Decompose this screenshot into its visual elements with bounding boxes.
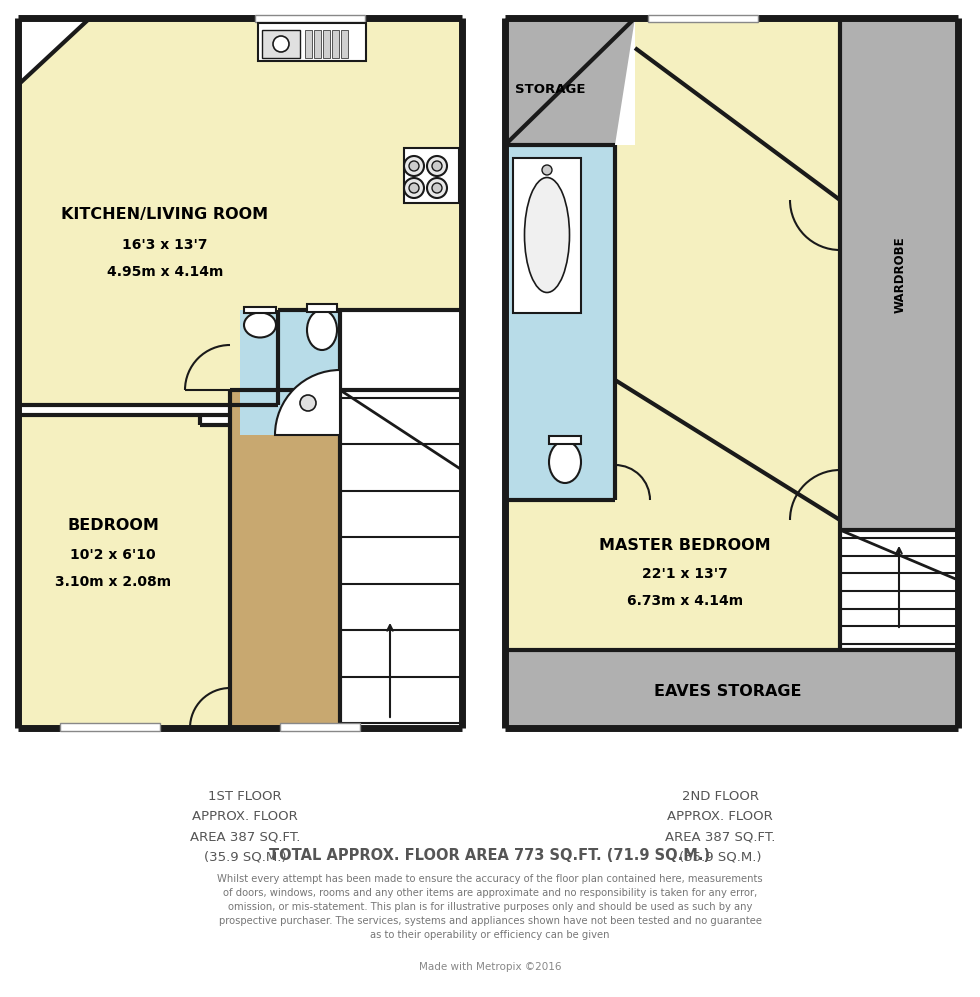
Bar — [262, 30, 300, 58]
Polygon shape — [340, 390, 462, 728]
Circle shape — [432, 161, 442, 171]
Bar — [60, 723, 160, 731]
Text: 2ND FLOOR
APPROX. FLOOR
AREA 387 SQ.FT.
(35.9 SQ.M.): 2ND FLOOR APPROX. FLOOR AREA 387 SQ.FT. … — [664, 790, 775, 863]
Polygon shape — [18, 18, 462, 405]
Polygon shape — [840, 18, 958, 530]
Polygon shape — [230, 390, 340, 728]
Text: 16'3 x 13'7: 16'3 x 13'7 — [122, 238, 208, 252]
Text: KITCHEN/LIVING ROOM: KITCHEN/LIVING ROOM — [62, 207, 269, 222]
Circle shape — [542, 165, 552, 175]
Text: MASTER BEDROOM: MASTER BEDROOM — [599, 537, 771, 552]
Bar — [307, 304, 337, 312]
Bar — [323, 30, 330, 58]
Circle shape — [432, 183, 442, 193]
Text: 6.73m x 4.14m: 6.73m x 4.14m — [627, 594, 743, 608]
Bar — [258, 23, 366, 61]
Text: Whilst every attempt has been made to ensure the accuracy of the floor plan cont: Whilst every attempt has been made to en… — [218, 874, 762, 940]
Polygon shape — [505, 145, 615, 500]
Text: BEDROOM: BEDROOM — [67, 517, 159, 532]
Circle shape — [273, 36, 289, 52]
Bar — [513, 158, 581, 313]
Text: 4.95m x 4.14m: 4.95m x 4.14m — [107, 265, 223, 279]
Text: WARDROBE: WARDROBE — [894, 236, 906, 313]
Bar — [404, 148, 459, 203]
Polygon shape — [505, 18, 840, 650]
Circle shape — [409, 161, 419, 171]
Circle shape — [409, 183, 419, 193]
Bar — [341, 30, 348, 58]
Ellipse shape — [524, 177, 569, 292]
Circle shape — [404, 178, 424, 198]
Text: 3.10m x 2.08m: 3.10m x 2.08m — [55, 575, 172, 589]
Text: 1ST FLOOR
APPROX. FLOOR
AREA 387 SQ.FT.
(35.9 SQ.M.): 1ST FLOOR APPROX. FLOOR AREA 387 SQ.FT. … — [190, 790, 300, 863]
Circle shape — [427, 156, 447, 176]
Bar — [648, 15, 758, 22]
Bar — [280, 723, 360, 731]
Ellipse shape — [549, 441, 581, 483]
Ellipse shape — [244, 312, 276, 338]
Bar — [314, 30, 321, 58]
Polygon shape — [840, 530, 958, 650]
Circle shape — [404, 156, 424, 176]
Text: 22'1 x 13'7: 22'1 x 13'7 — [642, 567, 728, 581]
Bar — [305, 30, 312, 58]
Text: 10'2 x 6'10: 10'2 x 6'10 — [71, 548, 156, 562]
Text: EAVES STORAGE: EAVES STORAGE — [655, 685, 802, 700]
Text: Made with Metropix ©2016: Made with Metropix ©2016 — [418, 962, 562, 972]
Bar — [332, 30, 339, 58]
Bar — [549, 436, 581, 444]
Circle shape — [427, 178, 447, 198]
Polygon shape — [505, 18, 635, 145]
Circle shape — [300, 395, 316, 411]
Polygon shape — [240, 310, 340, 435]
Text: STORAGE: STORAGE — [514, 84, 585, 97]
Ellipse shape — [307, 310, 337, 350]
Polygon shape — [505, 650, 958, 728]
Bar — [244, 307, 276, 313]
Bar — [255, 15, 365, 22]
Polygon shape — [340, 310, 462, 390]
Polygon shape — [18, 415, 230, 728]
Text: TOTAL APPROX. FLOOR AREA 773 SQ.FT. (71.9 SQ.M.): TOTAL APPROX. FLOOR AREA 773 SQ.FT. (71.… — [270, 847, 710, 862]
Wedge shape — [275, 370, 340, 435]
